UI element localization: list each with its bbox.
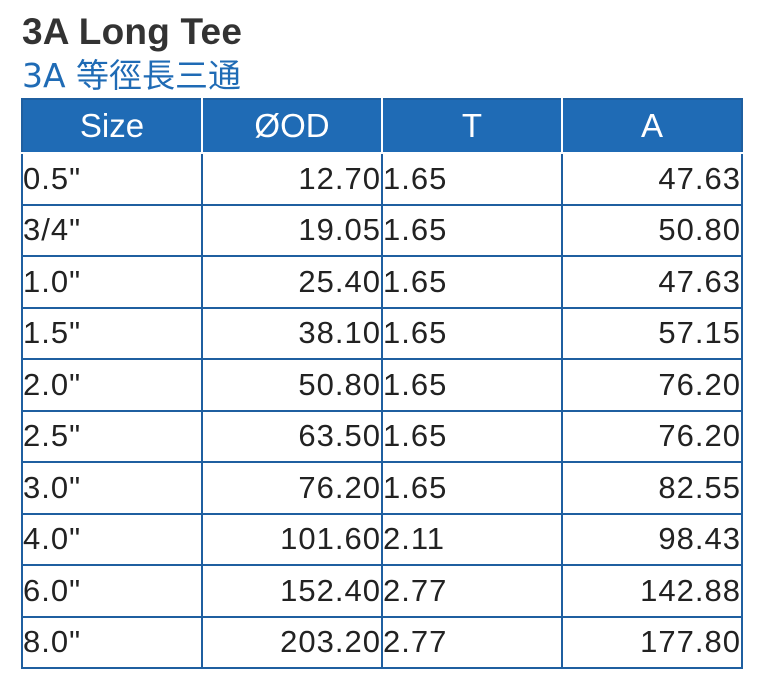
table-row: 1.0" 25.40 1.65 47.63 (21, 255, 743, 309)
cell-outer-diameter: 50.80 (201, 358, 383, 412)
dimension-table: Size ØOD T A 0.5" 12.70 1.65 47.63 3/4" 19.05… (21, 98, 743, 669)
cell-length-a: 98.43 (561, 512, 743, 566)
header-outer-diameter: ØOD (201, 98, 383, 154)
cell-size: 0.5" (21, 152, 203, 206)
cell-thickness: 1.65 (381, 409, 563, 463)
cell-size: 2.5" (21, 409, 203, 463)
table-row: 3.0" 76.20 1.65 82.55 (21, 461, 743, 515)
table-row: 2.5" 63.50 1.65 76.20 (21, 409, 743, 463)
table-header-row: Size ØOD T A (21, 98, 743, 154)
page-subtitle-chinese: 3A 等徑長三通 (22, 56, 242, 95)
cell-size: 3/4" (21, 203, 203, 257)
cell-thickness: 1.65 (381, 461, 563, 515)
cell-outer-diameter: 19.05 (201, 203, 383, 257)
cell-thickness: 1.65 (381, 358, 563, 412)
cell-length-a: 47.63 (561, 152, 743, 206)
cell-outer-diameter: 152.40 (201, 564, 383, 618)
cell-outer-diameter: 76.20 (201, 461, 383, 515)
table-row: 0.5" 12.70 1.65 47.63 (21, 152, 743, 206)
table-row: 4.0" 101.60 2.11 98.43 (21, 512, 743, 566)
cell-length-a: 76.20 (561, 358, 743, 412)
table-row: 3/4" 19.05 1.65 50.80 (21, 203, 743, 257)
cell-length-a: 50.80 (561, 203, 743, 257)
table-row: 8.0" 203.20 2.77 177.80 (21, 615, 743, 669)
cell-outer-diameter: 12.70 (201, 152, 383, 206)
cell-outer-diameter: 38.10 (201, 306, 383, 360)
page-title: 3A Long Tee (22, 11, 243, 52)
cell-outer-diameter: 25.40 (201, 255, 383, 309)
cell-size: 3.0" (21, 461, 203, 515)
table-row: 6.0" 152.40 2.77 142.88 (21, 564, 743, 618)
cell-thickness: 1.65 (381, 306, 563, 360)
cell-length-a: 47.63 (561, 255, 743, 309)
cell-size: 1.5" (21, 306, 203, 360)
cell-size: 8.0" (21, 615, 203, 669)
cell-outer-diameter: 101.60 (201, 512, 383, 566)
cell-length-a: 142.88 (561, 564, 743, 618)
table-row: 2.0" 50.80 1.65 76.20 (21, 358, 743, 412)
cell-length-a: 82.55 (561, 461, 743, 515)
cell-outer-diameter: 63.50 (201, 409, 383, 463)
header-thickness: T (381, 98, 563, 154)
cell-size: 1.0" (21, 255, 203, 309)
cell-outer-diameter: 203.20 (201, 615, 383, 669)
cell-length-a: 57.15 (561, 306, 743, 360)
cell-size: 6.0" (21, 564, 203, 618)
cell-thickness: 1.65 (381, 255, 563, 309)
cell-thickness: 2.77 (381, 615, 563, 669)
cell-size: 4.0" (21, 512, 203, 566)
header-size: Size (21, 98, 203, 154)
cell-size: 2.0" (21, 358, 203, 412)
table-row: 1.5" 38.10 1.65 57.15 (21, 306, 743, 360)
cell-thickness: 1.65 (381, 203, 563, 257)
cell-thickness: 1.65 (381, 152, 563, 206)
cell-thickness: 2.77 (381, 564, 563, 618)
cell-length-a: 76.20 (561, 409, 743, 463)
header-length-a: A (561, 98, 743, 154)
cell-thickness: 2.11 (381, 512, 563, 566)
cell-length-a: 177.80 (561, 615, 743, 669)
